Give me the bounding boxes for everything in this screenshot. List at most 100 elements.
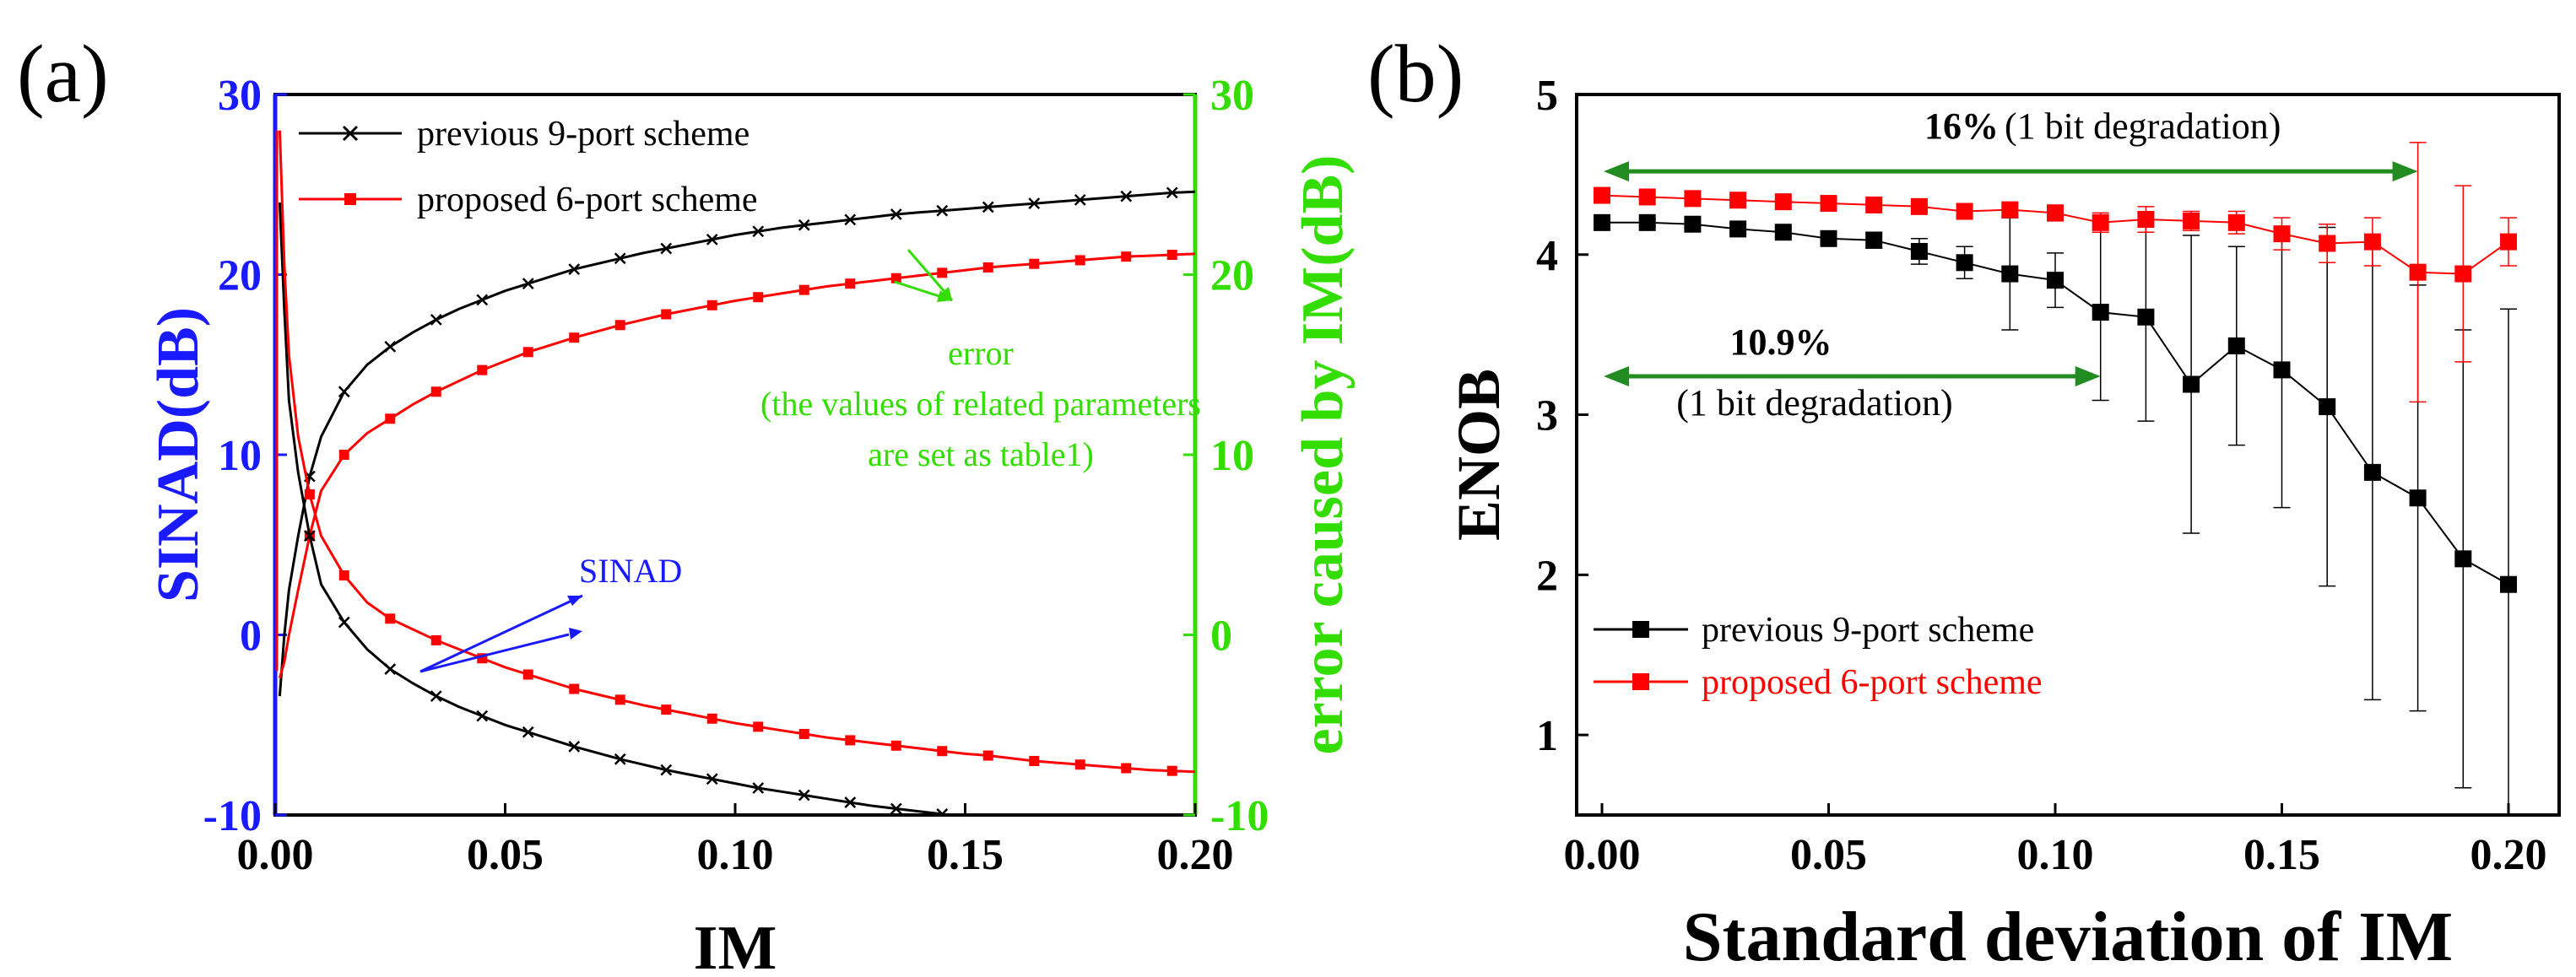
panel-a-point <box>338 386 350 398</box>
panel-b-arrowhead-right <box>2392 161 2418 182</box>
panel-a-point <box>1074 759 1085 770</box>
panel-a-point <box>1120 190 1133 202</box>
panel-b-point <box>2001 201 2019 219</box>
legend-item-prop: proposed 6-port scheme <box>299 181 758 219</box>
panel-a-point <box>568 740 581 753</box>
annotation-error-note-1: (the values of related parameters <box>760 385 1201 423</box>
panel-a-point <box>338 616 350 629</box>
legend-marker-prop <box>344 193 356 205</box>
panel-b-point <box>2001 265 2019 283</box>
panel-a-point <box>338 450 349 460</box>
panel-b-arrowhead-left <box>1604 366 1629 387</box>
error-arrowhead-2 <box>937 290 952 302</box>
panel-a-point <box>660 242 673 255</box>
legend-item-prev: previous 9-port scheme <box>299 115 750 154</box>
panel-a-point <box>569 332 580 343</box>
panel-a-label: (a) <box>17 29 109 120</box>
panel-b-point <box>1729 220 1747 238</box>
panel-a-point <box>1074 255 1085 266</box>
panel-a-point <box>384 663 397 675</box>
legend-b-label-prev: previous 9-port scheme <box>1702 611 2034 650</box>
panel-a-point <box>1029 258 1040 269</box>
panel-b-point <box>2047 272 2064 289</box>
panel-b: (b) 0.00 0.05 0.10 0.15 0.20 1 2 3 4 5 Standard … <box>1367 29 2561 976</box>
sinad-arrow-1 <box>419 594 583 673</box>
panel-a-point <box>798 284 809 295</box>
panel-b-point <box>1638 188 1656 206</box>
panel-a-annotations: error (the values of related parameters … <box>419 249 1201 673</box>
annotation-16-text: (1 bit degradation) <box>2005 105 2281 147</box>
panel-b-y-tick-label: 5 <box>1536 72 1558 120</box>
panel-b-point <box>2363 463 2381 481</box>
panel-a-point <box>303 530 316 542</box>
panel-b-point <box>2092 213 2109 231</box>
panel-a-point <box>1121 251 1132 262</box>
panel-b-point <box>2363 233 2381 251</box>
panel-b-legend: previous 9-port scheme proposed 6-port s… <box>1594 611 2043 702</box>
legend-b-item-prop: proposed 6-port scheme <box>1594 663 2043 702</box>
panel-b-x-tick-label: 0.00 <box>1564 831 1641 879</box>
panel-a-point <box>522 726 534 738</box>
panel-a-point <box>430 690 442 702</box>
panel-a-point <box>937 746 948 757</box>
panel-b-point <box>2092 304 2109 321</box>
panel-a-point <box>936 204 949 217</box>
panel-a-point <box>614 694 625 705</box>
panel-a-point <box>1121 831 1131 841</box>
panel-a-point <box>476 294 489 306</box>
panel-b-point <box>1910 197 1928 215</box>
panel-b-frame <box>1575 93 2561 817</box>
panel-b-point <box>2319 398 2336 416</box>
sinad-arrowhead-2 <box>569 628 582 640</box>
panel-a-x-tick-label: 0.05 <box>467 831 544 879</box>
panel-b-point <box>1684 190 1702 208</box>
panel-a-point <box>1166 186 1178 199</box>
legend-b-marker-prev <box>1632 621 1649 638</box>
panel-a-point <box>936 808 949 815</box>
panel-b-point <box>2183 375 2200 393</box>
panel-b-x-tick-label: 0.20 <box>2470 831 2547 879</box>
legend-b-item-prev: previous 9-port scheme <box>1594 611 2034 650</box>
panel-a-y-tick-label-left: 10 <box>218 432 262 480</box>
panel-b-y-tick-label: 2 <box>1536 552 1558 600</box>
sinad-arrow-2 <box>419 633 570 673</box>
panel-a-point <box>706 233 718 246</box>
panel-b-label: (b) <box>1367 29 1464 120</box>
panel-a-point <box>569 683 580 694</box>
annotation-16-percent: 16% <box>1924 105 1999 147</box>
panel-a-point <box>1074 194 1086 206</box>
panel-b-point <box>2500 233 2517 251</box>
panel-a-y-tick-label-left: 30 <box>218 72 262 120</box>
panel-a-y-tick-label-right: 20 <box>1210 252 1254 300</box>
panel-a-point <box>304 488 315 499</box>
panel-a-point <box>1029 820 1039 830</box>
panel-b-point <box>1774 224 1792 241</box>
panel-a-point <box>477 364 488 375</box>
panel-a-point <box>476 710 489 722</box>
panel-a-point <box>982 262 993 273</box>
panel-b-point <box>2047 204 2064 222</box>
panel-a-right-axis-label: error caused by IM(dB) <box>1291 155 1356 755</box>
panel-b-point <box>2454 550 2472 568</box>
panel-a-point <box>430 634 441 645</box>
panel-a-point <box>845 278 856 289</box>
panel-a-point <box>798 728 809 739</box>
panel-a-series <box>275 130 1195 841</box>
panel-a-series-line <box>278 202 961 815</box>
panel-a-point <box>385 413 396 424</box>
panel-a-y-tick-label-right: 10 <box>1210 432 1254 480</box>
panel-a-point <box>706 300 717 310</box>
panel-b-x-tick-label: 0.05 <box>1790 831 1867 879</box>
panel-b-point <box>2273 225 2291 243</box>
panel-a-x-ticks: 0.00 0.05 0.10 0.15 0.20 <box>237 803 1234 879</box>
panel-a-y-tick-label-right: -10 <box>1210 792 1269 840</box>
panel-a-point <box>845 735 856 746</box>
panel-a-point <box>1029 755 1040 766</box>
panel-a-legend: previous 9-port scheme proposed 6-port s… <box>299 115 758 219</box>
panel-b-point <box>2409 489 2427 507</box>
panel-b-point <box>1774 193 1792 211</box>
panel-a-y-tick-label-right: 30 <box>1210 72 1254 120</box>
panel-b-point <box>2227 337 2245 354</box>
